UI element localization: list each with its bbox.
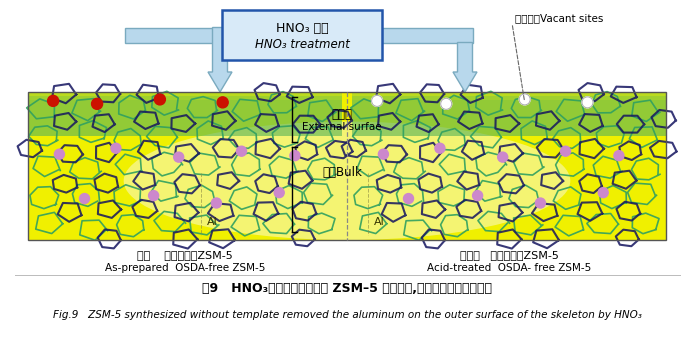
Circle shape — [435, 143, 445, 153]
Polygon shape — [125, 28, 220, 43]
Circle shape — [614, 151, 624, 161]
Circle shape — [236, 146, 247, 156]
Text: HNO₃ 处理: HNO₃ 处理 — [276, 22, 328, 35]
Bar — [28, 92, 342, 136]
Circle shape — [598, 188, 608, 198]
Bar — [352, 96, 666, 136]
Circle shape — [48, 95, 58, 106]
Circle shape — [211, 198, 222, 208]
Circle shape — [378, 149, 389, 159]
Text: Acid-treated  OSDA- free ZSM-5: Acid-treated OSDA- free ZSM-5 — [427, 263, 591, 273]
Text: 空白位点Vacant sites: 空白位点Vacant sites — [515, 13, 603, 23]
Circle shape — [473, 191, 482, 201]
Circle shape — [154, 94, 165, 105]
Bar — [28, 96, 342, 136]
Text: Fig.9   ZSM-5 synthesized without template removed the aluminum on the outer sur: Fig.9 ZSM-5 synthesized without template… — [53, 310, 641, 320]
Text: Al: Al — [207, 217, 218, 227]
Circle shape — [149, 191, 158, 201]
Circle shape — [498, 152, 508, 162]
Circle shape — [290, 151, 300, 161]
Bar — [28, 92, 666, 240]
Circle shape — [561, 146, 571, 156]
Circle shape — [372, 95, 383, 106]
Bar — [352, 92, 666, 136]
Polygon shape — [453, 43, 477, 92]
Text: HNO₃ treatment: HNO₃ treatment — [254, 38, 350, 52]
Bar — [352, 100, 666, 136]
Text: External surfae: External surfae — [302, 122, 382, 132]
Polygon shape — [382, 28, 473, 43]
Circle shape — [79, 194, 90, 203]
Ellipse shape — [124, 121, 571, 240]
Text: 制备    无模板剂的ZSM-5: 制备 无模板剂的ZSM-5 — [137, 250, 233, 260]
Text: 外表面: 外表面 — [332, 107, 352, 120]
Text: 酸处理   无模板剂的ZSM-5: 酸处理 无模板剂的ZSM-5 — [459, 250, 559, 260]
Bar — [222, 10, 382, 60]
Circle shape — [535, 198, 546, 208]
Text: Al: Al — [374, 217, 385, 227]
Circle shape — [111, 143, 121, 153]
Circle shape — [519, 94, 530, 105]
Circle shape — [174, 152, 183, 162]
Circle shape — [441, 98, 452, 109]
Circle shape — [92, 98, 103, 109]
Polygon shape — [208, 28, 232, 92]
Text: 主体Bulk: 主体Bulk — [322, 165, 362, 178]
Circle shape — [404, 194, 414, 203]
Bar — [28, 100, 342, 136]
Circle shape — [275, 188, 284, 198]
Circle shape — [217, 97, 228, 108]
Circle shape — [54, 149, 65, 159]
Bar — [28, 92, 666, 240]
Text: As-prepared  OSDA-free ZSM-5: As-prepared OSDA-free ZSM-5 — [105, 263, 265, 273]
Text: 图9   HNO₃对无模板剂合成的 ZSM–5 进行处理,脱除骨架外表面上的铝: 图9 HNO₃对无模板剂合成的 ZSM–5 进行处理,脱除骨架外表面上的铝 — [202, 282, 492, 296]
Circle shape — [582, 97, 593, 108]
